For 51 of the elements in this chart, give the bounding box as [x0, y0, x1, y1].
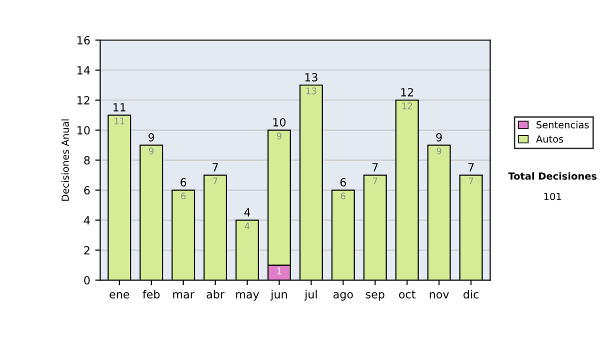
data-label: 1 — [277, 268, 282, 274]
data-label: 13 — [306, 88, 316, 94]
total-label: 9 — [436, 133, 442, 142]
total-label: 7 — [212, 163, 218, 172]
y-tick-label: 14 — [78, 66, 90, 74]
x-tick-label: nov — [430, 292, 449, 298]
total-label: 11 — [114, 103, 126, 112]
data-label: 6 — [181, 192, 186, 200]
y-tick-label: 6 — [84, 186, 90, 195]
x-tick-label: oct — [399, 290, 416, 298]
total-label: 6 — [340, 178, 346, 186]
x-tick-label: mar — [173, 292, 194, 298]
y-tick-label: 16 — [78, 36, 90, 44]
data-label: 11 — [114, 118, 124, 124]
text: Total Decisiones — [508, 172, 597, 180]
legend-label: Sentencias — [536, 120, 589, 128]
total-label: 13 — [305, 73, 318, 82]
x-tick-label: sep — [366, 292, 384, 301]
data-label: 9 — [149, 148, 154, 154]
x-tick-label: may — [236, 292, 260, 301]
x-tick-label: ene — [110, 292, 130, 298]
data-label: 7 — [468, 178, 474, 184]
y-tick-label: 0 — [84, 276, 90, 285]
x-tick-label: ago — [333, 292, 353, 301]
y-tick-label: 4 — [84, 216, 90, 224]
x-tick-label: dic — [464, 290, 478, 298]
data-label: 9 — [436, 148, 442, 154]
total-label: 4 — [244, 208, 250, 216]
y-tick-label: 12 — [78, 96, 90, 104]
total-label: 12 — [401, 88, 414, 96]
data-label: 7 — [372, 178, 378, 184]
total-label: 7 — [468, 163, 474, 172]
data-label: 4 — [244, 222, 250, 230]
total-label: 9 — [148, 133, 154, 142]
text: 101 — [544, 192, 561, 200]
x-tick-label: jun — [270, 290, 287, 301]
x-tick-label: abr — [206, 290, 224, 298]
y-tick-label: 2 — [84, 246, 90, 254]
total-label: 7 — [372, 163, 378, 172]
x-tick-label: feb — [142, 290, 160, 298]
data-label: 12 — [402, 102, 412, 110]
y-tick-label: 8 — [84, 156, 90, 165]
y-tick-label: 10 — [78, 126, 90, 135]
total-label: 6 — [180, 178, 186, 186]
x-tick-label: jul — [304, 290, 317, 301]
legend-label: Autos — [536, 135, 564, 143]
y-axis-title: Decisiones Anual — [61, 119, 69, 201]
data-label: 6 — [340, 192, 346, 200]
data-label: 9 — [276, 132, 282, 140]
total-label: 10 — [273, 118, 286, 126]
data-label: 7 — [213, 178, 218, 184]
